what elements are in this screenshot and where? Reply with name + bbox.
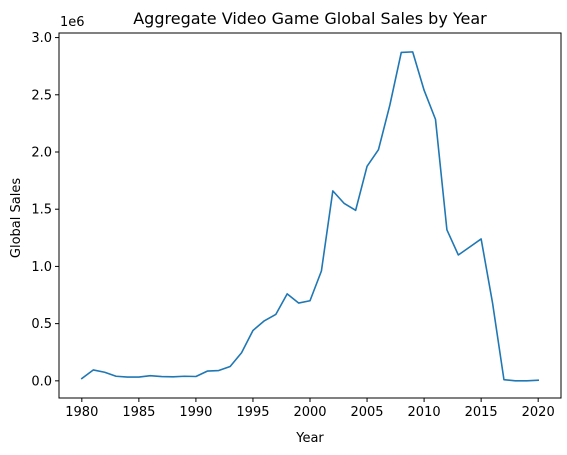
ticks-layer: 1980 1985 1990 1995 2000 2005 2010 2015 2020 0.0 0… (31, 31, 554, 420)
y-tick-label: 1.0 (31, 260, 52, 275)
series-line-0 (80, 51, 540, 382)
y-tick-label: 2.0 (31, 145, 52, 160)
plot-layer (80, 51, 540, 382)
x-tick-label: 2020 (522, 405, 555, 420)
x-tick-label: 1985 (122, 405, 155, 420)
y-tick-label: 0.5 (31, 317, 52, 332)
x-axis-title: Year (295, 431, 324, 446)
y-tick-label: 0.0 (31, 374, 52, 389)
x-tick-label: 1990 (179, 405, 212, 420)
y-tick-label: 2.5 (31, 88, 52, 103)
y-axis-title: Global Sales (9, 178, 24, 258)
y-axis-offset-label: 1e6 (60, 15, 85, 30)
x-tick-label: 2015 (465, 405, 498, 420)
x-tick-label: 2010 (408, 405, 441, 420)
plot-frame (58, 32, 562, 399)
y-tick-label: 3.0 (31, 31, 52, 46)
x-tick-label: 1980 (65, 405, 98, 420)
x-tick-label: 2000 (293, 405, 326, 420)
x-tick-label: 1995 (236, 405, 269, 420)
y-tick-label: 1.5 (31, 203, 52, 218)
x-tick-label: 2005 (350, 405, 383, 420)
chart-title: Aggregate Video Game Global Sales by Yea… (133, 9, 487, 28)
